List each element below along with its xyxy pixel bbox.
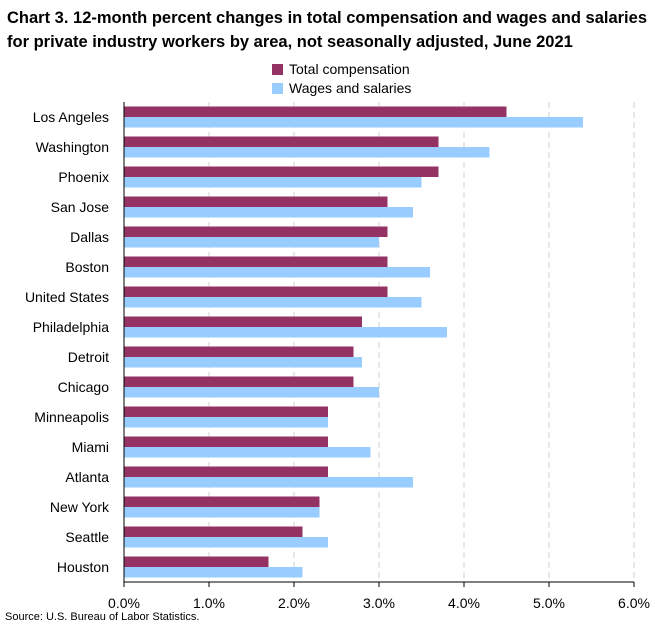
- chart-legend: Total compensation Wages and salaries: [272, 60, 411, 98]
- category-label-boston: Boston: [65, 259, 109, 275]
- category-label-atlanta: Atlanta: [65, 469, 109, 485]
- x-tick-label-0: 0.0%: [108, 595, 140, 611]
- bar-dallas-total-compensation: [124, 226, 388, 237]
- category-label-philadelphia: Philadelphia: [33, 319, 109, 335]
- category-label-houston: Houston: [57, 559, 109, 575]
- bar-washington-total-compensation: [124, 136, 439, 147]
- bar-washington-wages-and-salaries: [124, 147, 490, 158]
- category-label-washington: Washington: [36, 139, 109, 155]
- legend-item-total-compensation: Total compensation: [272, 60, 411, 79]
- bar-atlanta-total-compensation: [124, 466, 328, 477]
- bar-chicago-total-compensation: [124, 376, 354, 387]
- bar-phoenix-wages-and-salaries: [124, 177, 422, 188]
- bar-minneapolis-total-compensation: [124, 406, 328, 417]
- bar-phoenix-total-compensation: [124, 166, 439, 177]
- legend-label-wages-and-salaries: Wages and salaries: [289, 80, 412, 96]
- category-label-los-angeles: Los Angeles: [33, 109, 109, 125]
- bar-united-states-total-compensation: [124, 286, 388, 297]
- bar-san-jose-wages-and-salaries: [124, 207, 413, 218]
- bar-houston-total-compensation: [124, 556, 269, 567]
- bar-new-york-wages-and-salaries: [124, 507, 320, 518]
- bar-boston-wages-and-salaries: [124, 267, 430, 278]
- category-label-miami: Miami: [72, 439, 109, 455]
- bar-miami-wages-and-salaries: [124, 447, 371, 458]
- category-label-new-york: New York: [50, 499, 110, 515]
- legend-label-total-compensation: Total compensation: [289, 61, 410, 77]
- x-tick-label-4: 4.0%: [448, 595, 480, 611]
- bar-seattle-wages-and-salaries: [124, 537, 328, 548]
- category-label-san-jose: San Jose: [51, 199, 110, 215]
- bar-houston-wages-and-salaries: [124, 567, 303, 578]
- bar-dallas-wages-and-salaries: [124, 237, 379, 248]
- bar-philadelphia-wages-and-salaries: [124, 327, 447, 338]
- bar-minneapolis-wages-and-salaries: [124, 417, 328, 428]
- bar-seattle-total-compensation: [124, 526, 303, 537]
- category-label-united-states: United States: [25, 289, 109, 305]
- category-label-detroit: Detroit: [68, 349, 109, 365]
- category-label-minneapolis: Minneapolis: [34, 409, 109, 425]
- category-label-seattle: Seattle: [65, 529, 109, 545]
- category-label-dallas: Dallas: [70, 229, 109, 245]
- legend-swatch-wages-and-salaries: [272, 83, 283, 94]
- bar-united-states-wages-and-salaries: [124, 297, 422, 308]
- category-label-phoenix: Phoenix: [58, 169, 109, 185]
- bar-boston-total-compensation: [124, 256, 388, 267]
- x-tick-label-5: 5.0%: [533, 595, 565, 611]
- x-tick-label-1: 1.0%: [193, 595, 225, 611]
- bar-detroit-wages-and-salaries: [124, 357, 362, 368]
- bar-detroit-total-compensation: [124, 346, 354, 357]
- x-tick-label-3: 3.0%: [363, 595, 395, 611]
- bar-new-york-total-compensation: [124, 496, 320, 507]
- bar-san-jose-total-compensation: [124, 196, 388, 207]
- chart-title: Chart 3. 12-month percent changes in tot…: [7, 9, 647, 51]
- bar-miami-total-compensation: [124, 436, 328, 447]
- legend-item-wages-and-salaries: Wages and salaries: [272, 79, 411, 98]
- legend-swatch-total-compensation: [272, 64, 283, 75]
- bar-los-angeles-total-compensation: [124, 106, 507, 117]
- bar-los-angeles-wages-and-salaries: [124, 117, 583, 128]
- bar-chicago-wages-and-salaries: [124, 387, 379, 398]
- x-tick-label-2: 2.0%: [278, 595, 310, 611]
- bar-philadelphia-total-compensation: [124, 316, 362, 327]
- source-note: Source: U.S. Bureau of Labor Statistics.: [5, 611, 200, 623]
- category-label-chicago: Chicago: [58, 379, 110, 395]
- bar-atlanta-wages-and-salaries: [124, 477, 413, 488]
- x-tick-label-6: 6.0%: [618, 595, 650, 611]
